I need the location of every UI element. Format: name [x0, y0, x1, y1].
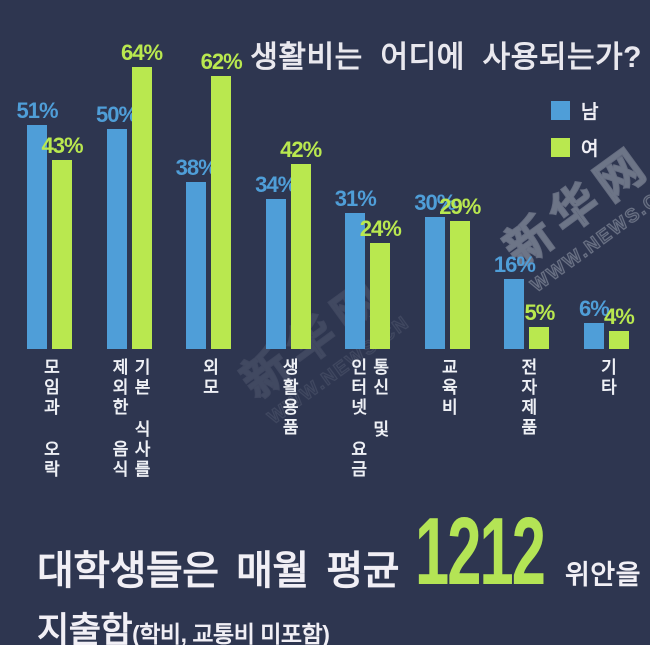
legend-swatch-male [551, 101, 570, 120]
amount-box: 1212 [415, 504, 555, 600]
bar-남: 51% [16, 98, 59, 349]
bar-value-label: 31% [334, 186, 377, 211]
category-label: 모임과 오락 [40, 358, 60, 480]
bar-value-label: 5% [524, 300, 555, 325]
category-cell: 생활용품 [266, 358, 311, 480]
footer-text-suffix: 위안을 [564, 560, 641, 590]
category-labels: 모임과 오락 기본 식사를 제외한 음식 외모 생활용품 통신 및 인터넷 요금 교육비 전… [27, 358, 629, 480]
category-label: 외모 [199, 358, 219, 398]
category-cell: 외모 [186, 358, 231, 480]
category-cell: 모임과 오락 [27, 358, 72, 480]
bar-value-label: 42% [280, 137, 322, 162]
footer-line2: 지출함 (학비, 교통비 미포함) [37, 602, 637, 645]
bar-남: 38% [176, 155, 218, 349]
bar-value-label: 51% [16, 98, 58, 123]
bar-남: 31% [335, 186, 377, 349]
legend-label-male: 남 [581, 102, 599, 123]
footer-text-prefix: 대학생들은 매월 평균 [37, 549, 399, 593]
bar-여: 4% [604, 304, 635, 349]
chart-title: 생활비는 어디에 사용되는가? [250, 41, 642, 74]
bar-group: 38% 62% [176, 49, 243, 349]
amount-value: 1212 [414, 498, 546, 605]
category-cell: 교육비 [425, 358, 470, 480]
legend: 남 여 [551, 97, 598, 161]
bar-여: 24% [360, 216, 402, 349]
bar-group: 51% 43% [16, 98, 84, 349]
category-label: 기타 [597, 358, 617, 398]
footer-line1: 대학생들은 매월 평균 1212 위안을 [37, 504, 640, 600]
bar-value-label: 50% [96, 102, 138, 127]
bar-group: 31% 24% [335, 186, 402, 349]
bar-value-label: 29% [439, 194, 481, 219]
category-label: 전자제품 [517, 358, 537, 438]
category-cell: 기타 [584, 358, 629, 480]
legend-item-female: 여 [551, 134, 598, 161]
category-label: 생활용품 [279, 358, 299, 438]
bar-group: 30% 29% [414, 190, 481, 349]
bar-group: 6% 4% [579, 296, 635, 349]
bar-남: 30% [414, 190, 456, 349]
bar-value-label: 30% [414, 190, 456, 215]
bar-value-label: 43% [41, 133, 83, 158]
bar-남: 16% [494, 252, 536, 349]
bar-value-label: 24% [359, 216, 402, 241]
footer: 대학생들은 매월 평균 1212 위안을 지출함 (학비, 교통비 미포함) [37, 504, 640, 645]
bar-남: 50% [96, 102, 138, 349]
bar-value-label: 4% [604, 304, 635, 329]
footer-note: (학비, 교통비 미포함) [132, 621, 330, 645]
bar-남: 34% [255, 172, 297, 349]
bar-value-label: 62% [200, 49, 243, 74]
bar-남: 6% [579, 296, 610, 349]
bar-여: 64% [121, 40, 163, 349]
category-label: 기본 식사를 제외한 음식 [109, 358, 151, 480]
bar-value-label: 64% [121, 40, 163, 65]
bar-value-label: 38% [175, 155, 218, 180]
bar-여: 62% [201, 49, 243, 349]
bar-value-label: 16% [493, 252, 536, 277]
legend-swatch-female [551, 138, 570, 157]
category-label: 교육비 [438, 358, 458, 418]
bar-value-label: 34% [255, 172, 297, 197]
bar-group: 50% 64% [96, 40, 163, 349]
bar-여: 5% [524, 300, 555, 349]
category-cell: 전자제품 [504, 358, 549, 480]
bar-chart: 51% 43% 50% 64% 38% 62% 34% 42% 31% 24% 30% 29% 16% 5… [16, 0, 635, 349]
category-cell: 기본 식사를 제외한 음식 [107, 358, 152, 480]
bar-여: 42% [280, 137, 322, 349]
bar-group: 16% 5% [494, 252, 555, 349]
bar-여: 43% [41, 133, 84, 349]
legend-item-male: 남 [551, 97, 598, 124]
category-cell: 통신 및 인터넷 요금 [345, 358, 390, 480]
bar-value-label: 6% [579, 296, 610, 321]
footer-text-main: 지출함 [37, 611, 133, 645]
category-label: 통신 및 인터넷 요금 [347, 358, 389, 480]
bar-여: 29% [439, 194, 481, 349]
legend-label-female: 여 [581, 139, 599, 160]
bar-group: 34% 42% [255, 137, 322, 349]
